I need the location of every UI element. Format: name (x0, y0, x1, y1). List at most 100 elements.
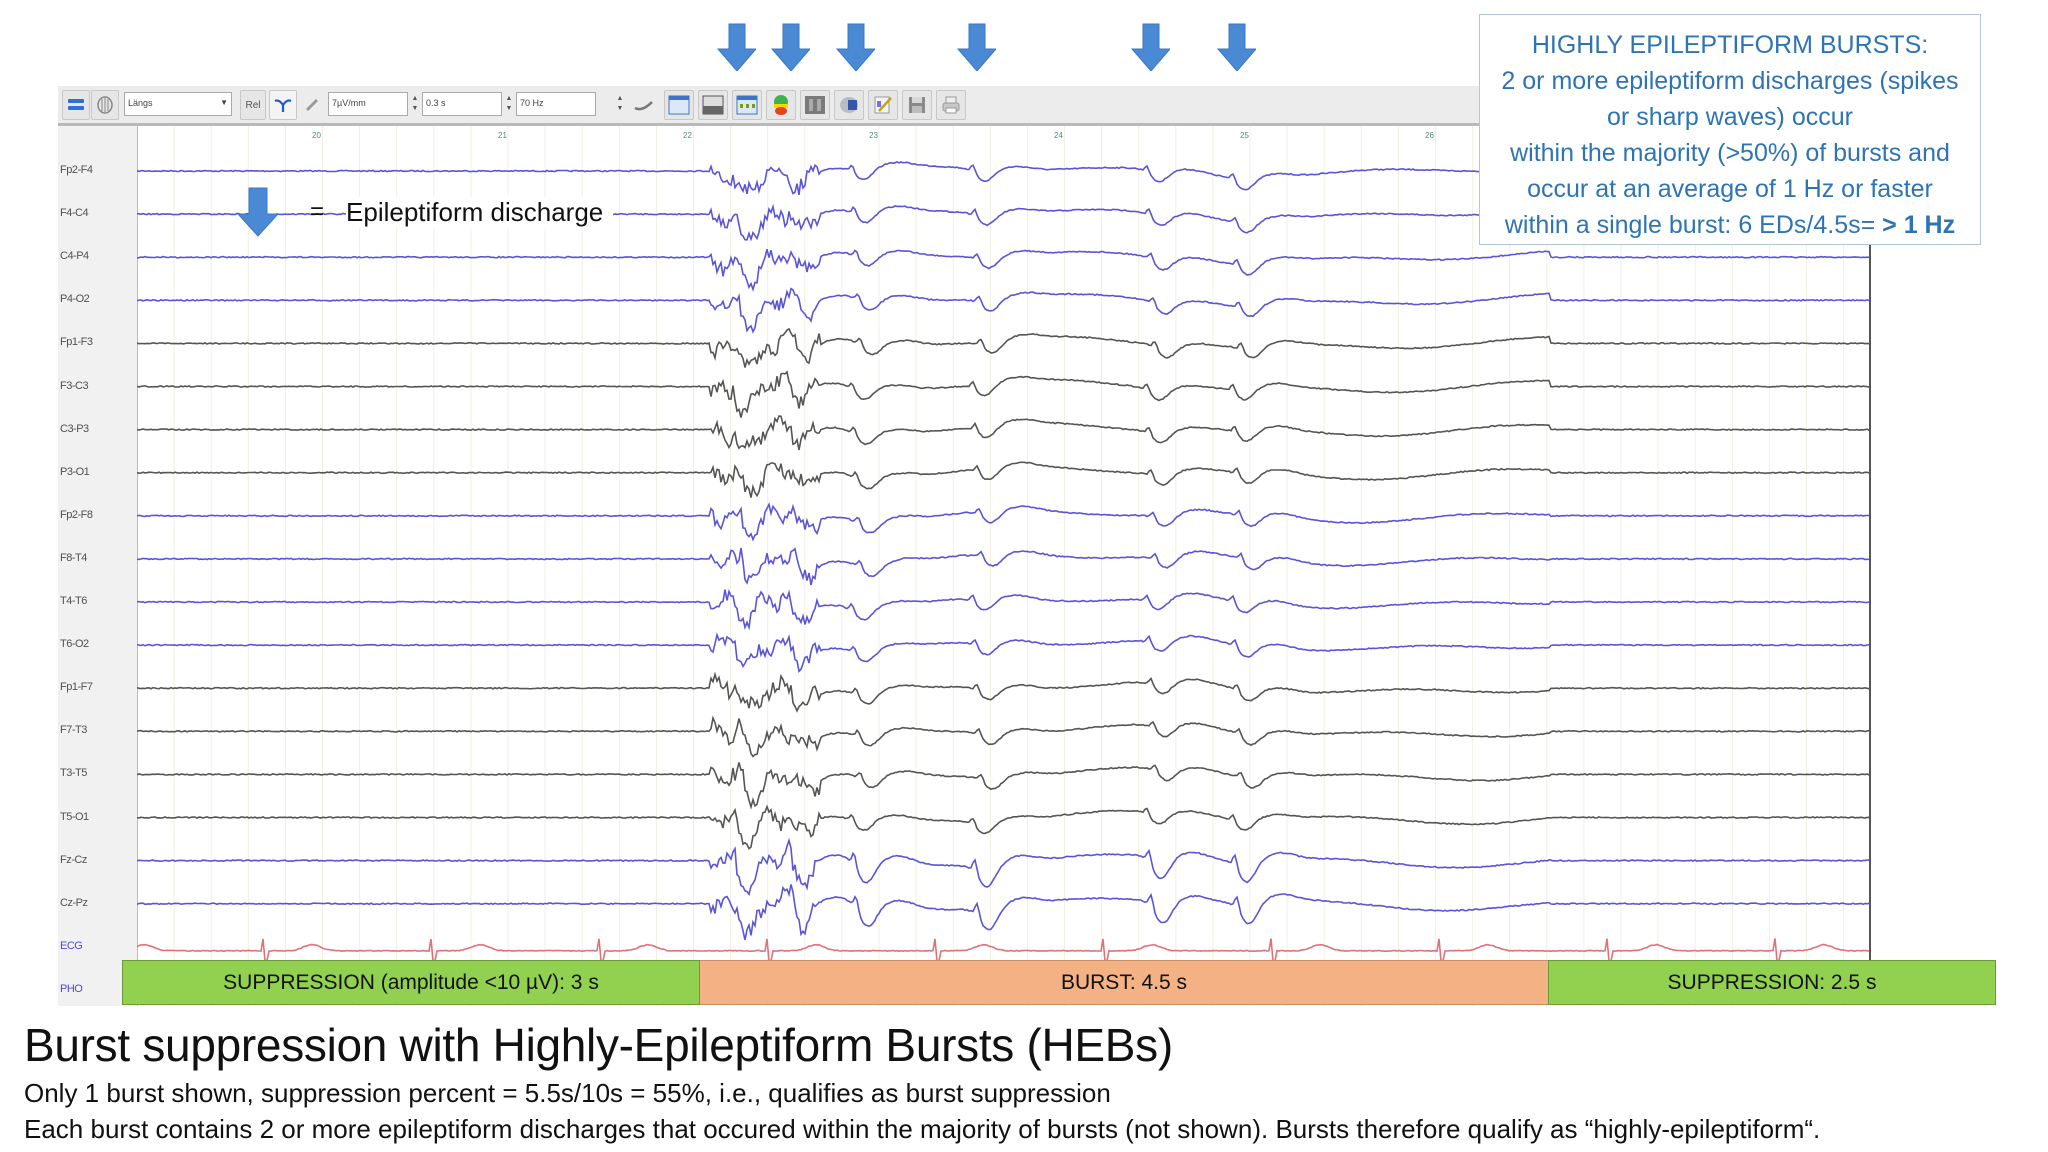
montage-select[interactable]: Längs ▼ (124, 92, 232, 116)
notes-button[interactable] (868, 90, 898, 120)
time-tick-label: 24 (1054, 131, 1063, 140)
window-grid-icon (736, 95, 758, 115)
print-icon (942, 96, 960, 114)
channel-label: C4-P4 (60, 250, 89, 263)
phase-label: BURST: 4.5 s (1060, 970, 1188, 994)
time-tick-label: 20 (312, 131, 321, 140)
disk-drive-icon (840, 97, 858, 113)
high-filter-field[interactable]: 70 Hz (516, 92, 596, 116)
window-layout-button[interactable] (664, 90, 694, 120)
info-box-line: or sharp waves) occur (1607, 103, 1853, 131)
channel-label: F8-T4 (60, 551, 87, 564)
discharge-arrow-icon (770, 23, 810, 71)
sensitivity-value: 7µV/mm (332, 98, 366, 108)
discharge-arrow-icon (716, 23, 756, 71)
eeg-trace (137, 837, 1871, 897)
caption-line-1: Only 1 burst shown, suppression percent … (24, 1078, 1111, 1108)
channel-label: F4-C4 (60, 207, 89, 220)
eeg-trace (137, 632, 1871, 673)
phase-suppression-final: SUPPRESSION: 2.5 s (1548, 960, 1996, 1005)
channel-label: T6-O2 (60, 638, 89, 651)
legend-text: Epileptiform discharge (346, 196, 614, 228)
eeg-trace (137, 547, 1871, 586)
channel-label: C3-P3 (60, 422, 89, 435)
info-box-line: within a single burst: 6 EDs/4.5s= > 1 H… (1480, 207, 1980, 243)
info-box-rate: > 1 Hz (1882, 211, 1956, 239)
filter-button[interactable] (269, 90, 297, 120)
eeg-trace (137, 461, 1871, 498)
channel-label: F3-C3 (60, 379, 89, 392)
channel-label: ECG (60, 939, 83, 952)
head-electrode-button[interactable] (91, 90, 119, 120)
montage-select-value: Längs (128, 98, 153, 108)
time-tick-label: 26 (1425, 131, 1434, 140)
head-electrode-icon (97, 96, 113, 114)
time-constant-field[interactable]: 0.3 s (422, 92, 502, 116)
high-filter-value: 70 Hz (520, 98, 544, 108)
color-map-icon (774, 95, 788, 115)
time-constant-spinner[interactable]: ▲ ▼ (505, 95, 513, 112)
legend: = Epileptiform discharge (236, 186, 614, 238)
time-tick-label: 25 (1240, 131, 1249, 140)
channel-label: F7-T3 (60, 724, 87, 737)
discharge-arrow-icon (1216, 23, 1256, 71)
eye-button[interactable] (630, 90, 658, 120)
equal-bars-button[interactable] (62, 90, 90, 120)
eeg-trace (137, 287, 1871, 334)
heb-definition-box: HIGHLY EPILEPTIFORM BURSTS: 2 or more ep… (1479, 14, 1981, 245)
discharge-arrow-icon (1130, 23, 1170, 71)
eeg-trace (137, 715, 1871, 758)
rel-button-label: Rel (245, 99, 261, 111)
channel-label: Cz-Pz (60, 896, 88, 909)
time-tick-label: 23 (869, 131, 878, 140)
info-box-line5-prefix: within a single burst: 6 EDs/4.5s= (1504, 211, 1883, 239)
time-tick-label: 21 (498, 131, 507, 140)
window-split-icon (702, 95, 724, 115)
eeg-trace (137, 884, 1871, 941)
montage-view-button[interactable] (800, 90, 830, 120)
notes-icon (874, 96, 892, 114)
channel-label: Fp2-F4 (60, 164, 93, 176)
filter-icon (274, 99, 292, 112)
eeg-trace-area (137, 126, 1871, 1006)
equal-bars-icon (68, 99, 84, 110)
color-map-button[interactable] (766, 90, 796, 120)
window-split-button[interactable] (698, 90, 728, 120)
phase-burst: BURST: 4.5 s (700, 960, 1548, 1005)
eeg-trace (137, 804, 1871, 850)
disk-drive-button[interactable] (834, 90, 864, 120)
eeg-trace (137, 938, 1871, 963)
time-tick-label: 22 (683, 131, 692, 140)
channel-label: T3-T5 (60, 767, 87, 780)
print-button[interactable] (936, 90, 966, 120)
caption-line-2: Each burst contains 2 or more epileptifo… (24, 1114, 1821, 1144)
eye-icon (634, 101, 653, 111)
phase-suppression-initial: SUPPRESSION (amplitude <10 µV): 3 s (122, 960, 700, 1005)
window-grid-button[interactable] (732, 90, 762, 120)
info-box-line: 2 or more epileptiform discharges (spike… (1501, 67, 1959, 95)
eeg-trace (137, 327, 1871, 368)
channel-label: PHO (60, 982, 83, 995)
eeg-trace (137, 671, 1871, 713)
info-box-heading: HIGHLY EPILEPTIFORM BURSTS: (1531, 31, 1929, 59)
discharge-arrow-icon (835, 23, 875, 71)
channel-label: Fz-Cz (60, 853, 87, 866)
channel-label: T4-T6 (60, 595, 87, 607)
phase-label: SUPPRESSION: 2.5 s (1667, 970, 1877, 994)
save-button[interactable] (902, 90, 932, 120)
channel-label-column: Fp2-F4 F4-C4 C4-P4 P4-O2 Fp1-F3 F3-C3 C3-P3 P3-… (58, 126, 138, 1006)
eeg-trace (137, 249, 1871, 292)
sensitivity-spinner[interactable]: ▲ ▼ (411, 95, 419, 112)
link-button[interactable] (300, 90, 324, 120)
eeg-trace (137, 370, 1871, 418)
link-icon (305, 98, 319, 112)
chevron-down-icon: ▼ (220, 98, 228, 107)
rel-button[interactable]: Rel (240, 90, 266, 120)
discharge-arrow-icon (956, 23, 996, 71)
high-filter-spinner[interactable]: ▲ ▼ (616, 95, 624, 112)
sensitivity-field[interactable]: 7µV/mm (328, 92, 408, 116)
montage-icon (805, 96, 825, 114)
channel-label: Fp2-F8 (60, 508, 93, 521)
channel-label: T5-O1 (60, 810, 89, 823)
channel-label: Fp1-F3 (60, 336, 93, 349)
